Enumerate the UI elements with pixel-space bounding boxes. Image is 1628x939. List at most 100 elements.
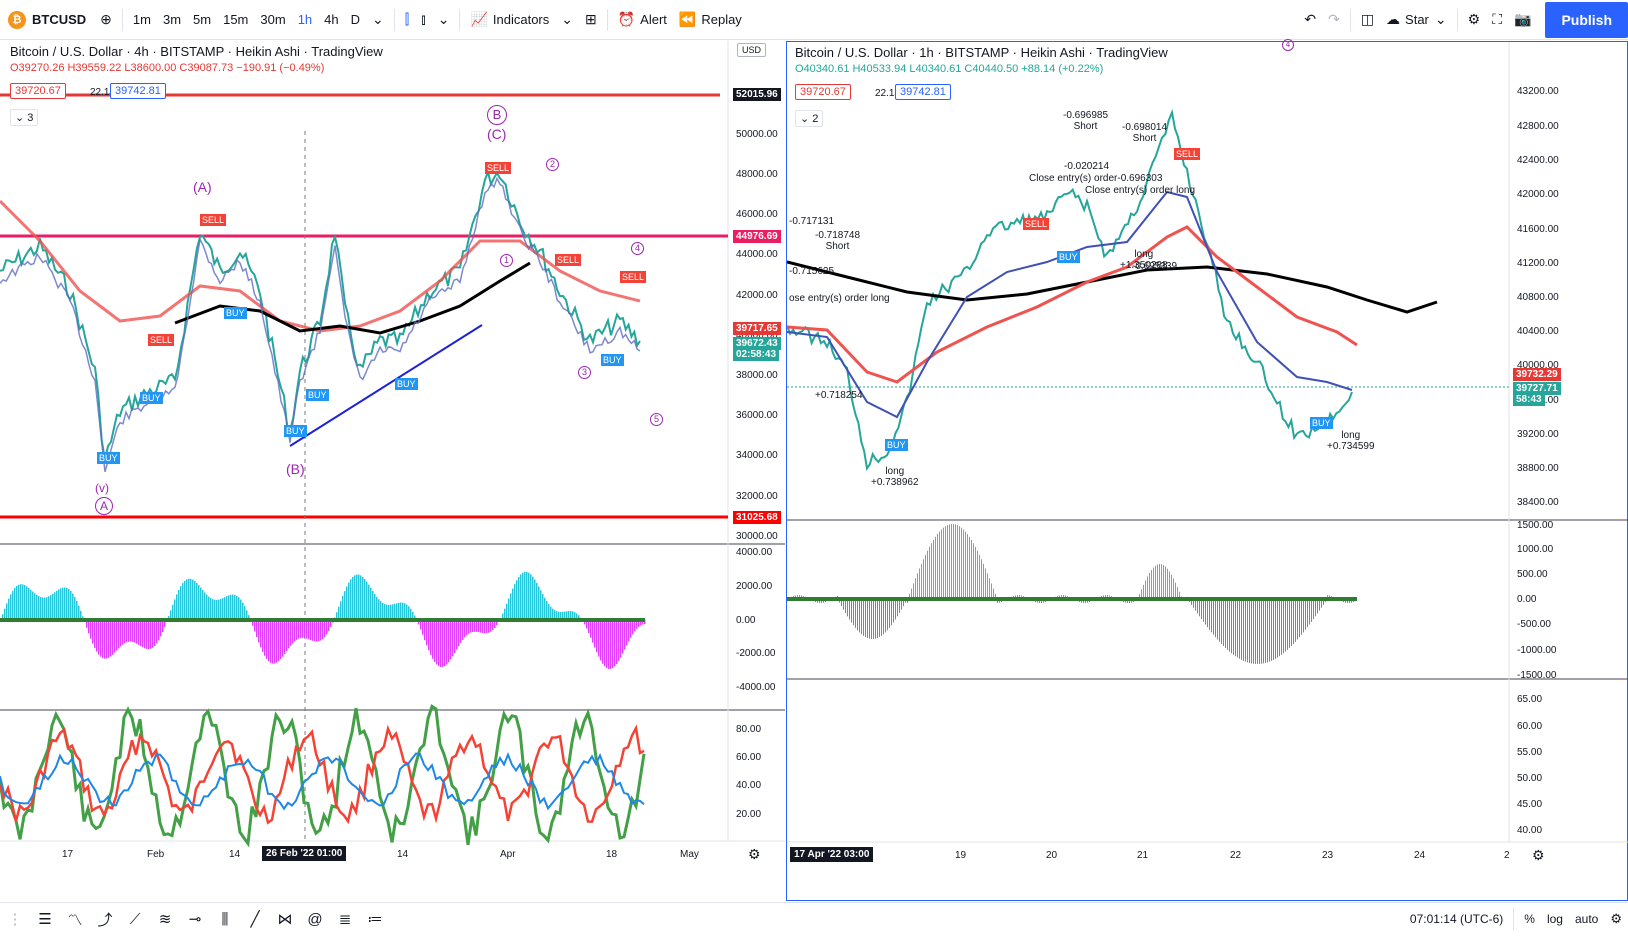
alert-button[interactable]: ⏰ Alert [612, 0, 673, 40]
histogram-bar [590, 620, 592, 638]
histogram-bar [176, 594, 178, 620]
gear-icon[interactable]: ⚙ [1532, 847, 1545, 864]
buy-price-box[interactable]: 39742.81 [110, 83, 166, 99]
histogram-bar [506, 604, 508, 620]
currency-selector[interactable]: USD [737, 43, 766, 57]
snapshot-button[interactable]: 📷 [1508, 0, 1537, 40]
heikin-ashi-icon: ⫾ [421, 11, 425, 28]
osc-label: -1000.00 [1517, 645, 1556, 656]
gear-icon: ⚙ [1468, 11, 1481, 28]
osc-label: 2000.00 [736, 581, 772, 592]
left-chart-title[interactable]: Bitcoin / U.S. Dollar · 4h · BITSTAMP · … [10, 44, 383, 59]
histogram-bar [190, 579, 192, 620]
interval-dropdown[interactable]: ⌄ [366, 0, 390, 40]
histogram-bar [370, 588, 372, 620]
histogram-bar [314, 620, 316, 641]
reset-button[interactable]: ⚙ [1604, 899, 1628, 939]
line-tool[interactable]: ╱ [240, 904, 270, 934]
histogram-bar [280, 620, 282, 659]
histogram-bar [873, 599, 874, 639]
indicators-dropdown[interactable]: ⌄ [555, 0, 579, 40]
histogram-bar [448, 620, 450, 662]
redo-button[interactable]: ↷ [1322, 0, 1346, 40]
right-chart-title[interactable]: Bitcoin / U.S. Dollar · 1h · BITSTAMP · … [795, 45, 1168, 60]
interval-5m[interactable]: 5m [187, 0, 217, 40]
spiral-tool[interactable]: @ [300, 904, 330, 934]
buy-price-box[interactable]: 39742.81 [895, 84, 951, 100]
trade-annotation: Close entry(s) order-0.696303 [1029, 173, 1162, 184]
histogram-bar [22, 584, 24, 620]
log-toggle[interactable]: log [1541, 899, 1569, 939]
horizontal-ray-tool[interactable]: ⊸ [180, 904, 210, 934]
histogram-bar [624, 620, 626, 650]
indicators-button[interactable]: 📈 Indicators [464, 0, 555, 40]
interval-15m[interactable]: 15m [217, 0, 254, 40]
histogram-bar [1245, 599, 1246, 662]
left-chart-canvas[interactable] [0, 41, 785, 901]
histogram-bar [66, 588, 68, 620]
undo-button[interactable]: ↶ [1298, 0, 1322, 40]
compare-button[interactable]: ⊕ [94, 0, 118, 40]
percent-toggle[interactable]: % [1518, 899, 1541, 939]
utc-clock[interactable]: 07:01:14 (UTC-6) [1404, 899, 1509, 939]
interval-1h[interactable]: 1h [292, 0, 318, 40]
publish-button[interactable]: Publish [1545, 2, 1628, 38]
elliott-wave-icon: ⤴ [97, 909, 112, 930]
interval-30m[interactable]: 30m [254, 0, 291, 40]
chevron-down-icon: ⌄ [1435, 11, 1447, 28]
fib-tool[interactable]: ⟋ [120, 904, 150, 934]
buy-signal: BUY [395, 378, 418, 390]
chart-type-button[interactable]: ⫾ [415, 0, 431, 40]
interval-d[interactable]: D [345, 0, 366, 40]
wave-label: (C) [487, 126, 506, 142]
auto-toggle[interactable]: auto [1569, 899, 1604, 939]
gann-tool[interactable]: ≣ [330, 904, 360, 934]
wave-tool[interactable]: ⤴ [90, 904, 120, 934]
sell-price-box[interactable]: 39720.67 [795, 84, 851, 100]
price-tag-top-line: 52015.96 [733, 88, 781, 101]
histogram-bar [300, 620, 302, 638]
left-chart-pane[interactable]: Bitcoin / U.S. Dollar · 4h · BITSTAMP · … [0, 41, 785, 901]
histogram-bar [122, 620, 124, 645]
cursor-tool[interactable]: ☰ [30, 904, 60, 934]
settings-button[interactable]: ⚙ [1462, 0, 1487, 40]
sell-price-box[interactable]: 39720.67 [10, 83, 66, 99]
histogram-bar [1163, 565, 1164, 599]
templates-button[interactable]: ⊞ [579, 0, 603, 40]
histogram-bar [428, 620, 430, 650]
histogram-bar [1291, 599, 1292, 646]
save-layout-button[interactable]: ☁ Star ⌄ [1380, 0, 1453, 40]
price-label: 38800.00 [1517, 463, 1559, 474]
price-tag-current: 39732.29 [1513, 368, 1561, 381]
bar-style-button[interactable]: ⫿ [399, 0, 415, 40]
symbol-search[interactable]: ₿ BTCUSD [0, 11, 94, 29]
interval-3m[interactable]: 3m [157, 0, 187, 40]
pattern-tool[interactable]: ⋈ [270, 904, 300, 934]
right-chart-pane[interactable]: Bitcoin / U.S. Dollar · 1h · BITSTAMP · … [786, 41, 1628, 901]
sell-signal: SELL [148, 334, 174, 346]
ruler-tool[interactable]: ⫼ [210, 904, 240, 934]
trend-tool[interactable]: 〽 [60, 904, 90, 934]
fib-extension-tool[interactable]: ≔ [360, 904, 390, 934]
gear-icon[interactable]: ⚙ [748, 846, 761, 863]
sell-signal: SELL [620, 271, 646, 283]
histogram-bar [929, 547, 930, 599]
collapse-indicators-button[interactable]: ⌄ 2 [795, 110, 823, 127]
collapse-indicators-button[interactable]: ⌄ 3 [10, 109, 38, 126]
histogram-bar [1263, 599, 1264, 663]
interval-4h[interactable]: 4h [318, 0, 344, 40]
histogram-bar [622, 620, 624, 654]
channel-tool[interactable]: ≋ [150, 904, 180, 934]
drag-handle-icon[interactable]: ⋮ [0, 904, 30, 934]
histogram-bar [308, 620, 310, 639]
layout-button[interactable]: ◫ [1355, 0, 1380, 40]
osc-label: 500.00 [1517, 569, 1548, 580]
chart-type-dropdown[interactable]: ⌄ [432, 0, 456, 40]
price-label: 48000.00 [736, 169, 778, 180]
price-label: 39200.00 [1517, 429, 1559, 440]
camera-icon: 📷 [1514, 11, 1531, 28]
replay-button[interactable]: ⏪ Replay [673, 0, 748, 40]
interval-1m[interactable]: 1m [127, 0, 157, 40]
horizontal-ray-icon: ⊸ [189, 910, 202, 928]
fullscreen-button[interactable]: ⛶ [1486, 0, 1508, 40]
